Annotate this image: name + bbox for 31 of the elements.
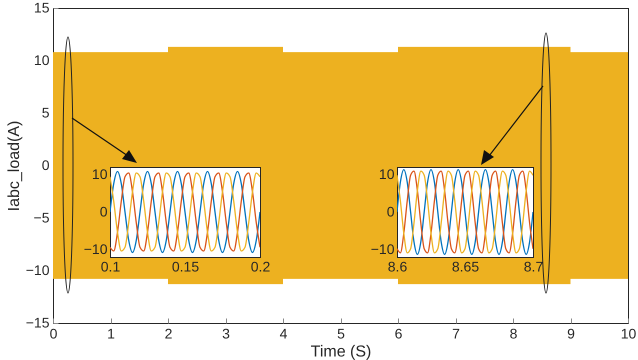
x-tick-label: 1 (107, 326, 116, 342)
y-tick-label: 15 (34, 0, 50, 16)
x-tick-label: 9 (567, 326, 576, 342)
y-tick-label: −10 (84, 241, 108, 257)
y-axis-title: Iabc_load(A) (6, 120, 23, 212)
y-tick-label: 10 (378, 166, 395, 182)
x-tick-label: 2 (164, 326, 173, 342)
x-tick-label: 8 (510, 326, 518, 342)
x-tick-label: 0.1 (100, 258, 120, 274)
y-tick-label: 0 (100, 204, 108, 220)
x-tick-label: 8.7 (524, 258, 544, 274)
y-tick-label: 0 (386, 204, 395, 220)
x-tick-label: 8.65 (452, 258, 480, 274)
y-tick-label: −10 (370, 241, 395, 257)
x-tick-label: 0.15 (172, 258, 200, 274)
y-tick-label: −5 (34, 210, 50, 226)
y-tick-label: 10 (34, 52, 50, 68)
y-tick-label: −10 (26, 262, 50, 278)
x-tick-label: 4 (280, 326, 288, 342)
y-tick-label: 0 (42, 157, 50, 173)
x-tick-label: 0.2 (250, 258, 270, 274)
y-tick-label: −15 (26, 314, 50, 330)
y-tick-label: 10 (92, 166, 108, 182)
x-tick-label: 3 (222, 326, 230, 342)
x-tick-label: 5 (337, 326, 346, 342)
x-tick-label: 10 (620, 326, 636, 342)
x-axis-title: Time (S) (310, 344, 372, 360)
y-tick-label: 5 (42, 104, 50, 120)
x-tick-label: 6 (394, 326, 403, 342)
x-tick-label: 7 (452, 326, 460, 342)
x-tick-label: 8.6 (388, 258, 408, 274)
